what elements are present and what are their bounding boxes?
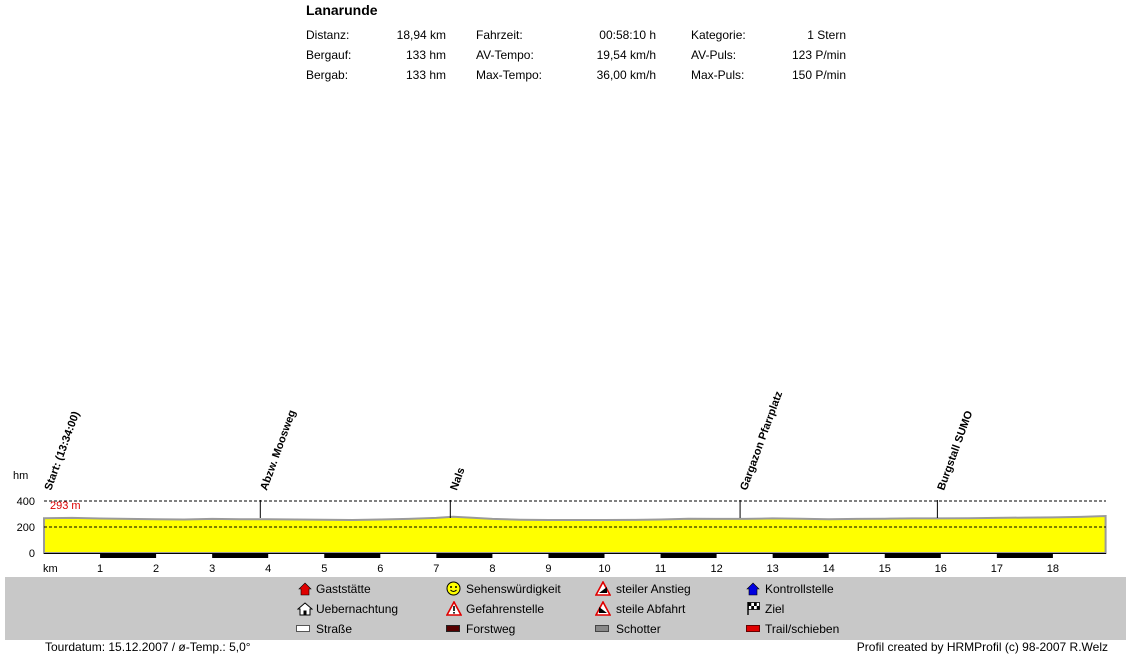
legend-label-kontrollstelle: Kontrollstelle <box>765 582 834 596</box>
climb-triangle-icon <box>595 581 611 596</box>
x-tick-label: 14 <box>823 563 835 575</box>
dark-red-bar-icon <box>446 625 460 632</box>
x-tick-label: 12 <box>710 563 722 575</box>
waypoint-label: Abzw. Moosweg <box>258 408 298 492</box>
stat-value-bergauf: 133 hm <box>405 48 446 62</box>
x-axis-title: km <box>43 563 58 575</box>
y-tick-label: 200 <box>17 522 35 534</box>
legend-label-sehenswuerdigkeit: Sehenswürdigkeit <box>466 582 561 596</box>
x-tick-label: 17 <box>991 563 1003 575</box>
x-tick-label: 3 <box>209 563 215 575</box>
blue-house-icon <box>746 582 760 596</box>
waypoint-label: Start: (13:34:00) <box>43 409 83 492</box>
surface-segment-forstweg <box>212 554 269 558</box>
y-axis-title: hm <box>13 470 28 482</box>
surface-segment-forstweg <box>772 554 829 558</box>
surface-segment-forstweg <box>324 554 381 558</box>
stat-value-kategorie: 1 Stern <box>807 28 846 42</box>
red-house-icon <box>298 582 312 596</box>
stat-value-max-puls: 150 P/min <box>791 68 846 82</box>
surface-segment-forstweg <box>548 554 605 558</box>
legend-label-gefahrenstelle: Gefahrenstelle <box>466 602 545 616</box>
legend-label-uebernachtung: Uebernachtung <box>316 602 399 616</box>
red-bar-icon <box>746 625 760 632</box>
surface-segment-forstweg <box>996 554 1053 558</box>
stat-label-bergauf: Bergauf: <box>306 48 352 62</box>
x-tick-label: 10 <box>598 563 610 575</box>
x-tick-label: 9 <box>545 563 551 575</box>
stat-label-kategorie: Kategorie: <box>691 28 746 42</box>
waypoint-label: Gargazon Pfarrplatz <box>738 389 785 492</box>
white-bar-icon <box>296 625 310 632</box>
x-tick-label: 4 <box>265 563 271 575</box>
max-elevation-label: 293 m <box>50 500 81 512</box>
stat-label-distanz: Distanz: <box>306 28 350 42</box>
house-outline-icon <box>297 602 313 616</box>
waypoint-label: Burgstall SUMO <box>935 409 975 492</box>
legend-label-steiler-anstieg: steiler Anstieg <box>616 582 691 596</box>
stat-label-av-tempo: AV-Tempo: <box>476 48 534 62</box>
stat-value-bergab: 133 hm <box>405 68 446 82</box>
surface-segment-forstweg <box>884 554 941 558</box>
stat-value-distanz: 18,94 km <box>396 28 446 42</box>
surface-segment-forstweg <box>660 554 717 558</box>
x-tick-label: 15 <box>879 563 891 575</box>
legend-label-schotter: Schotter <box>616 622 661 636</box>
surface-segment-forstweg <box>100 554 157 558</box>
legend-label-steile-abfahrt: steile Abfahrt <box>616 602 686 616</box>
stat-value-max-tempo: 36,00 km/h <box>596 68 656 82</box>
stat-label-max-puls: Max-Puls: <box>691 68 745 82</box>
legend-label-forstweg: Forstweg <box>466 622 516 636</box>
checkered-flag-icon <box>747 602 760 615</box>
descent-triangle-icon <box>595 601 611 616</box>
legend-panel: Gaststätte Uebernachtung Straße Sehenswü… <box>5 577 1126 640</box>
x-tick-label: 13 <box>767 563 779 575</box>
x-tick-label: 18 <box>1047 563 1059 575</box>
legend-label-ziel: Ziel <box>765 602 785 616</box>
x-tick-label: 5 <box>321 563 327 575</box>
y-tick-label: 400 <box>17 496 35 508</box>
stat-value-av-tempo: 19,54 km/h <box>596 48 656 62</box>
footer-credit: Profil created by HRMProfil (c) 98-2007 … <box>856 640 1108 654</box>
legend-label-trail-schieben: Trail/schieben <box>765 622 840 636</box>
x-tick-label: 1 <box>97 563 103 575</box>
warning-triangle-icon <box>446 601 462 616</box>
waypoint-label: Nals <box>448 466 467 492</box>
tour-title: Lanarunde <box>306 2 378 18</box>
legend-label-strasse: Straße <box>316 622 353 636</box>
stat-label-av-puls: AV-Puls: <box>691 48 737 62</box>
legend-label-gaststaette: Gaststätte <box>316 582 371 596</box>
gray-bar-icon <box>595 625 609 632</box>
x-tick-label: 2 <box>153 563 159 575</box>
stat-label-max-tempo: Max-Tempo: <box>476 68 543 82</box>
stat-label-bergab: Bergab: <box>306 68 349 82</box>
surface-segment-forstweg <box>436 554 493 558</box>
x-tick-label: 7 <box>433 563 439 575</box>
elevation-area <box>43 514 1107 554</box>
x-tick-label: 6 <box>377 563 383 575</box>
x-tick-label: 16 <box>935 563 947 575</box>
smiley-icon <box>446 581 461 596</box>
stat-value-av-puls: 123 P/min <box>791 48 846 62</box>
x-tick-label: 11 <box>655 563 666 575</box>
stat-label-fahrzeit: Fahrzeit: <box>476 28 523 42</box>
stat-value-fahrzeit: 00:58:10 h <box>599 28 656 42</box>
y-tick-label: 0 <box>29 548 35 560</box>
footer-tour-info: Tourdatum: 15.12.2007 / ø-Temp.: 5,0° <box>45 640 251 654</box>
x-tick-label: 8 <box>489 563 495 575</box>
